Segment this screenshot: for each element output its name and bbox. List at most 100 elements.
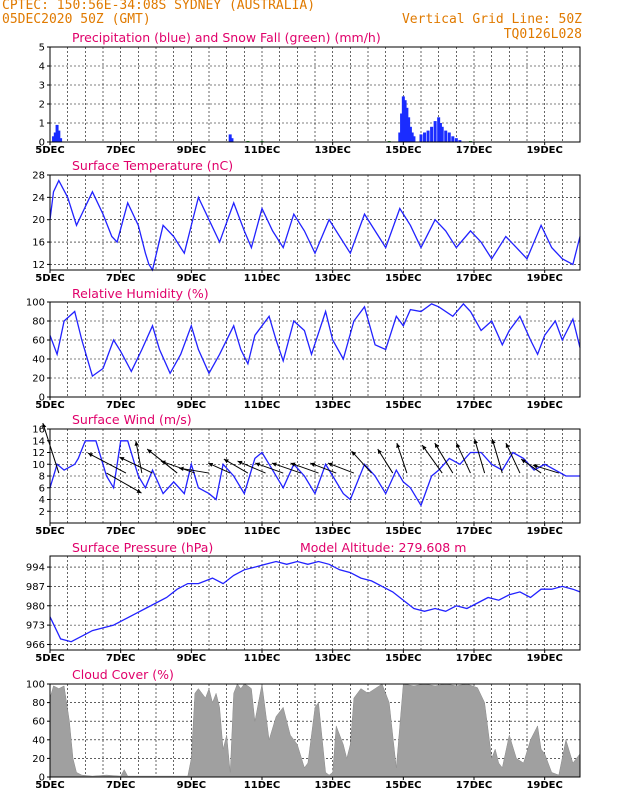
x-tick-label: 13DEC [314, 526, 350, 537]
precip-bar [400, 113, 404, 142]
panel-title: Cloud Cover (%) [72, 667, 174, 682]
wind-arrowhead [290, 462, 296, 467]
plot-frame [49, 555, 581, 651]
wind-arrowhead [456, 443, 461, 449]
x-tick-label: 5DEC [35, 780, 64, 791]
precip-bar [405, 107, 409, 142]
wind-arrowhead [351, 451, 357, 456]
precip-bar [426, 130, 430, 142]
y-tick-label: 994 [26, 563, 45, 574]
wind-arrow [351, 450, 372, 474]
y-tick-label: 28 [32, 171, 45, 182]
wind-arrowhead [491, 439, 496, 444]
panel-3: 0 20 40 60 80 100 5DEC 7DEC 9DEC 11DEC 13DEC 15DEC 1… [26, 286, 581, 411]
y-tick-label: 2 [39, 100, 45, 111]
x-tick-label: 17DEC [456, 653, 492, 664]
wind-arrow [327, 462, 355, 474]
plot-frame [49, 46, 581, 143]
precip-bar [444, 130, 448, 142]
precip-bar [230, 138, 234, 142]
precip-bar [437, 117, 441, 142]
wind-arrowhead [505, 443, 510, 449]
x-tick-label: 5DEC [35, 145, 64, 156]
precip-bar [433, 121, 437, 142]
x-tick-label: 19DEC [526, 400, 562, 411]
wind-arrowhead [377, 449, 382, 455]
wind-arrow [271, 462, 302, 474]
model-altitude: Model Altitude: 279.608 m [300, 540, 466, 555]
x-tick-label: 11DEC [244, 145, 280, 156]
cloud-area [49, 683, 581, 778]
x-tick-label: 15DEC [385, 400, 421, 411]
y-tick-label: 20 [32, 374, 45, 385]
precip-bar [55, 124, 59, 142]
x-tick-label: 9DEC [177, 526, 206, 537]
y-tick-label: 12 [32, 260, 45, 271]
x-tick-label: 5DEC [35, 653, 64, 664]
wind-arrowhead [134, 441, 139, 446]
precip-bar [451, 136, 455, 142]
x-tick-label: 11DEC [244, 526, 280, 537]
x-tick-label: 9DEC [177, 273, 206, 284]
panel-6: 0 20 40 60 80 100 5DEC 7DEC 9DEC 11DEC 13DEC 15DEC 1… [26, 667, 581, 791]
wind-arrow [160, 460, 196, 474]
x-tick-label: 13DEC [314, 400, 350, 411]
wind-arrowhead [223, 459, 229, 464]
wind-arrowhead [473, 439, 478, 444]
wind-arrow [223, 458, 249, 474]
precip-bar [53, 132, 57, 142]
precip-bar [59, 138, 63, 142]
series-line [49, 302, 581, 378]
precip-bar [410, 132, 414, 142]
x-tick-label: 17DEC [456, 145, 492, 156]
y-tick-label: 16 [32, 425, 45, 436]
wind-arrowhead [422, 445, 427, 450]
wind-arrow [421, 444, 443, 474]
panel-5: 966 973 980 987 994 5DEC 7DEC 9DEC 11DEC 13DEC 15D… [26, 540, 581, 664]
y-tick-label: 8 [39, 472, 45, 483]
wind-arrowhead [147, 449, 153, 454]
wind-arrow [87, 452, 127, 474]
y-tick-label: 3 [39, 81, 45, 92]
x-tick-label: 7DEC [106, 780, 135, 791]
y-tick-label: 5 [39, 43, 45, 54]
precip-bar [228, 134, 232, 142]
precip-bar [438, 123, 442, 142]
plot-frame [49, 683, 581, 778]
x-tick-label: 7DEC [106, 145, 135, 156]
x-tick-label: 13DEC [314, 780, 350, 791]
panel-title: Surface Pressure (hPa) [72, 540, 213, 555]
precip-bar [419, 134, 423, 142]
header-location: CPTEC: 150:56E-34:08S SYDNEY (AUSTRALIA) [2, 0, 316, 13]
wind-arrowhead [327, 462, 333, 467]
x-tick-label: 19DEC [526, 526, 562, 537]
y-tick-label: 6 [39, 483, 45, 494]
y-tick-label: 20 [32, 215, 45, 226]
precip-bar [401, 96, 405, 142]
x-tick-label: 19DEC [526, 145, 562, 156]
x-tick-label: 9DEC [177, 653, 206, 664]
y-tick-label: 4 [39, 495, 45, 506]
x-tick-label: 13DEC [314, 273, 350, 284]
y-tick-label: 24 [32, 193, 45, 204]
panel-2: 12 16 20 24 28 5DEC 7DEC 9DEC 11DEC 13DEC 15DEC 17D… [32, 158, 581, 284]
precip-bar [430, 126, 434, 142]
precip-bar [407, 117, 411, 142]
y-tick-label: 80 [32, 698, 45, 709]
x-tick-label: 11DEC [244, 273, 280, 284]
x-tick-label: 17DEC [456, 273, 492, 284]
x-tick-label: 5DEC [35, 273, 64, 284]
precip-bar [398, 132, 402, 142]
x-tick-label: 15DEC [385, 653, 421, 664]
x-tick-label: 17DEC [456, 780, 492, 791]
wind-arrow [135, 440, 143, 474]
y-tick-label: 40 [32, 355, 45, 366]
x-tick-label: 13DEC [314, 653, 350, 664]
x-tick-label: 7DEC [106, 400, 135, 411]
x-tick-label: 15DEC [385, 273, 421, 284]
wind-arrow [106, 472, 142, 494]
y-tick-label: 14 [32, 436, 45, 447]
y-tick-label: 0 [39, 393, 45, 404]
y-tick-label: 0 [39, 138, 45, 149]
